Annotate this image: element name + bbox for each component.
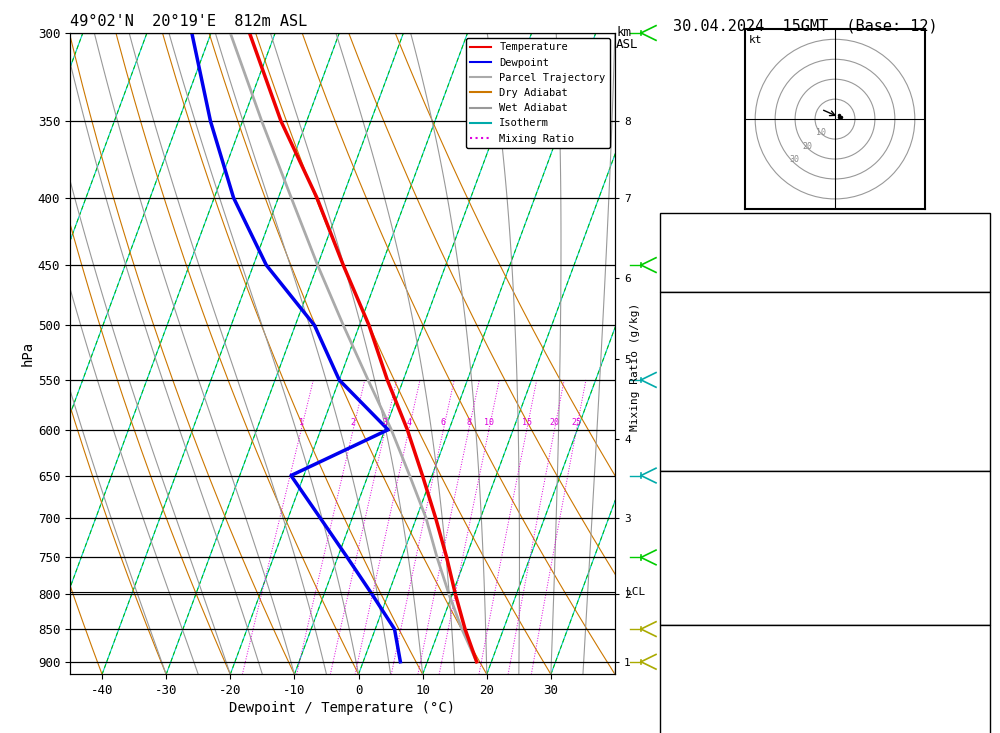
Text: Surface: Surface	[800, 295, 850, 309]
Text: SREH: SREH	[667, 678, 696, 691]
Text: 3: 3	[383, 418, 388, 427]
Text: θε (K): θε (K)	[667, 524, 710, 537]
Text: 4: 4	[976, 549, 983, 562]
Text: 30: 30	[789, 155, 799, 164]
Text: 10: 10	[484, 418, 494, 427]
Text: 1: 1	[299, 418, 304, 427]
Text: 0: 0	[976, 599, 983, 612]
Text: StmDir: StmDir	[667, 703, 710, 716]
Text: Most Unstable: Most Unstable	[779, 474, 871, 487]
Text: CAPE (J): CAPE (J)	[667, 420, 724, 433]
Legend: Temperature, Dewpoint, Parcel Trajectory, Dry Adiabat, Wet Adiabat, Isotherm, Mi: Temperature, Dewpoint, Parcel Trajectory…	[466, 38, 610, 148]
Text: 0: 0	[976, 574, 983, 587]
Text: ASL: ASL	[616, 38, 639, 51]
Text: 9: 9	[976, 678, 983, 691]
Text: CIN (J): CIN (J)	[667, 599, 717, 612]
Text: θε(K): θε(K)	[667, 370, 703, 383]
Text: 0: 0	[976, 445, 983, 458]
Text: 42: 42	[969, 241, 983, 254]
Text: 15: 15	[522, 418, 532, 427]
Text: 315: 315	[962, 370, 983, 383]
Text: 25: 25	[571, 418, 581, 427]
Text: K: K	[667, 216, 674, 229]
Text: Pressure (mb): Pressure (mb)	[667, 499, 760, 512]
Text: kt: kt	[749, 35, 763, 45]
Text: © weatheronline.co.uk: © weatheronline.co.uk	[750, 711, 900, 724]
Text: Totals Totals: Totals Totals	[667, 241, 760, 254]
Text: EH: EH	[667, 653, 681, 666]
Y-axis label: hPa: hPa	[21, 341, 35, 366]
Text: 17.7: 17.7	[954, 320, 983, 334]
Text: 4: 4	[406, 418, 411, 427]
Text: 5.8: 5.8	[962, 345, 983, 358]
Text: 20: 20	[803, 141, 813, 151]
Text: Temp (°C): Temp (°C)	[667, 320, 731, 334]
Text: 8: 8	[466, 418, 471, 427]
Text: StmSpd (kt): StmSpd (kt)	[667, 728, 745, 733]
Text: 30.04.2024  15GMT  (Base: 12): 30.04.2024 15GMT (Base: 12)	[673, 18, 937, 33]
Text: Lifted Index: Lifted Index	[667, 395, 753, 408]
Text: 6: 6	[441, 418, 446, 427]
Text: 0: 0	[976, 420, 983, 433]
Text: -23: -23	[962, 216, 983, 229]
Text: CAPE (J): CAPE (J)	[667, 574, 724, 587]
Text: 20: 20	[549, 418, 559, 427]
Text: CIN (J): CIN (J)	[667, 445, 717, 458]
Text: 170°: 170°	[954, 703, 983, 716]
Text: Mixing Ratio (g/kg): Mixing Ratio (g/kg)	[630, 303, 640, 430]
Text: -25: -25	[962, 653, 983, 666]
Text: 2: 2	[351, 418, 356, 427]
Text: Dewp (°C): Dewp (°C)	[667, 345, 731, 358]
Text: LCL: LCL	[626, 587, 646, 597]
Text: 315: 315	[962, 524, 983, 537]
Text: 933: 933	[962, 499, 983, 512]
Text: 0.79: 0.79	[954, 266, 983, 279]
Text: 4: 4	[976, 395, 983, 408]
Text: km: km	[616, 26, 631, 39]
Text: Lifted Index: Lifted Index	[667, 549, 753, 562]
Text: PW (cm): PW (cm)	[667, 266, 717, 279]
Text: Hodograph: Hodograph	[793, 628, 857, 641]
Text: 10: 10	[816, 128, 826, 137]
Text: 11: 11	[969, 728, 983, 733]
X-axis label: Dewpoint / Temperature (°C): Dewpoint / Temperature (°C)	[229, 701, 456, 715]
Text: 49°02'N  20°19'E  812m ASL: 49°02'N 20°19'E 812m ASL	[70, 14, 307, 29]
